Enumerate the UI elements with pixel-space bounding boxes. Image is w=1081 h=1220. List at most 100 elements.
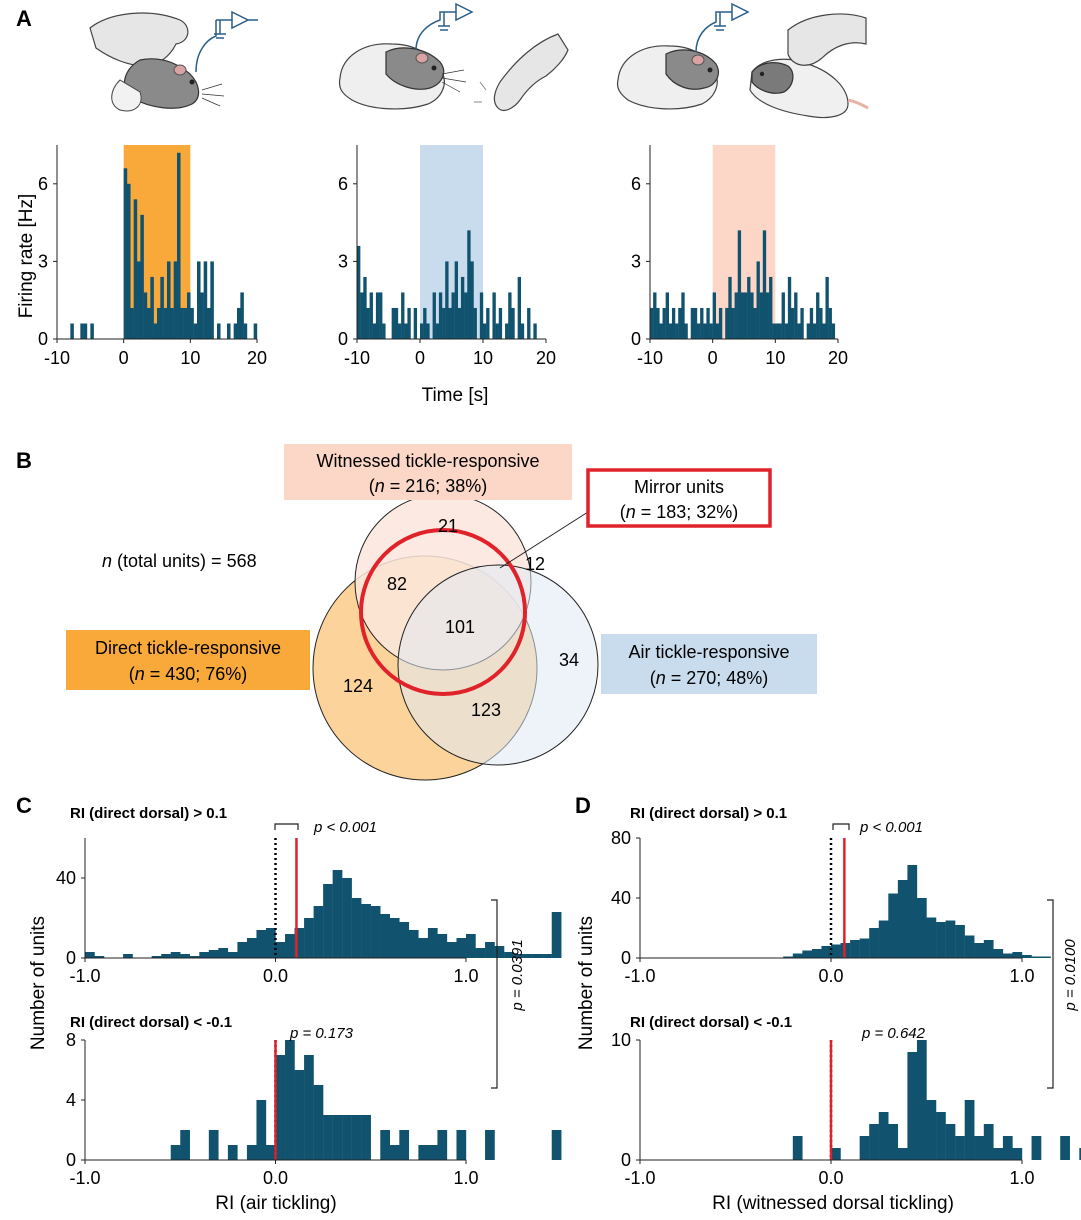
venn-total-n: n [102,551,112,571]
mirror-stats-rest: = 183; 32%) [636,502,739,522]
bar-direct-35 [173,261,178,339]
bar-air-1 [360,292,364,339]
direct-stats-rest: = 430; 76%) [145,664,248,684]
witnessed-title: Witnessed tickle-responsive [316,451,539,471]
xtick-label-direct-0: -10 [44,348,70,368]
ytick-label-air-3: 3 [338,251,348,271]
mirror-callout-line [499,511,589,569]
rat-observing-tickling-icon [616,2,869,119]
bar-d-top-23 [859,938,870,958]
bar-air-2 [363,276,367,339]
bar-direct-38 [183,307,188,339]
bar-c-top-13 [208,950,219,958]
direct-label-box [66,630,310,690]
bar-witnessed-50 [806,323,810,339]
direct-stats-n: n [135,664,145,684]
bar-d-top-26 [888,893,899,958]
bar-c-top-25 [323,884,333,958]
bar-c-top-24 [313,906,324,958]
bar-witnessed-20 [712,292,716,339]
bar-air-18 [413,307,418,339]
bar-direct-33 [167,261,171,339]
bar-d-top-16 [792,953,803,958]
bar-c-bottom-18 [256,1100,267,1160]
witnessed-label-box [284,444,572,500]
bar-direct-48 [217,323,221,339]
d-xlabel: RI (witnessed dorsal tickling) [712,1193,954,1214]
bar-direct-34 [170,307,174,339]
bar-air-54 [527,307,531,339]
bar-air-7 [379,292,383,339]
xtick-label-witnessed-0: -10 [637,348,663,368]
bar-c-top-4 [123,954,133,958]
witnessed-stats-open: ( [369,476,375,496]
bar-witnessed-18 [706,307,710,339]
ytick-label-witnessed-3: 3 [631,251,641,271]
bar-d-bottom-26 [888,1124,899,1160]
bar-d-bottom-33 [955,1136,965,1160]
mirror-stats-n: n [626,502,636,522]
bar-c-top-37 [437,934,448,958]
bar-c-bottom-26 [332,1115,343,1160]
bar-witnessed-19 [709,323,713,339]
venn-count-witnessed-air: 12 [525,554,545,574]
bar-c-bottom-23 [304,1055,314,1160]
bar-d-top-40 [1022,955,1032,958]
bar-d-top-20 [831,944,841,958]
mirror-title: Mirror units [634,477,724,497]
bar-witnessed-38 [769,276,773,339]
bar-witnessed-43 [784,323,789,339]
ytick-label-c-bottom-0: 0 [66,1150,76,1170]
xtick-label-witnessed-3: 20 [828,348,848,368]
bar-c-top-15 [227,952,238,958]
bar-direct-53 [233,323,238,339]
d-top-bracket [832,823,850,830]
bar-c-top-43 [494,946,505,958]
bar-witnessed-52 [812,323,817,339]
bar-c-top-1 [94,956,105,958]
bar-c-bottom-49 [551,1130,562,1160]
bar-c-top-48 [542,954,552,958]
bar-direct-10 [90,323,94,339]
xtick-label-c-top-1: 0.0 [263,966,288,986]
bar-air-28 [445,261,449,339]
bar-air-37 [473,307,477,339]
bar-c-top-8 [161,954,171,958]
mirror-label-box [586,468,772,528]
bar-direct-4 [70,323,74,339]
d-top-p: p < 0.001 [859,819,923,836]
bar-air-27 [442,307,446,339]
bar-d-bottom-29 [916,1040,927,1160]
bar-air-43 [492,292,496,339]
bar-c-top-14 [218,948,229,958]
bar-d-top-22 [850,940,860,958]
bar-d-top-37 [993,949,1004,958]
bar-air-26 [438,292,443,339]
bar-witnessed-34 [756,261,760,339]
panel-cd-histograms: 0 40 -1.0 0.0 1.0 0 4 8 -1.0 0.0 1.0 0 40 80 -1.0 0.0 1.… [56,828,1081,1188]
ytick-label-witnessed-0: 0 [631,329,641,349]
bar-witnessed-56 [825,276,829,339]
bar-c-top-21 [285,934,295,958]
bar-air-22 [426,323,430,339]
bar-witnessed-29 [740,292,745,339]
bar-c-bottom-32 [389,1145,400,1160]
bar-d-bottom-37 [993,1148,1004,1160]
panel-a-ylabel: Firing rate [Hz] [16,194,37,319]
d-bottom-p: p = 0.642 [861,1025,926,1042]
bar-witnessed-31 [747,276,751,339]
hand-tickling-air-icon [474,33,569,112]
bar-air-8 [382,323,386,339]
bar-d-top-33 [955,925,965,958]
bar-air-35 [467,230,471,339]
bar-c-top-16 [237,942,248,958]
bar-d-top-42 [1041,956,1051,958]
bar-c-top-36 [427,928,438,958]
bar-witnessed-30 [744,292,748,339]
bar-air-0 [357,245,361,339]
bar-c-bottom-9 [170,1145,181,1160]
ytick-label-direct-6: 6 [38,174,48,194]
ytick-label-d-top-0: 0 [621,948,631,968]
xtick-label-witnessed-2: 10 [765,348,785,368]
bar-d-bottom-16 [792,1136,803,1160]
